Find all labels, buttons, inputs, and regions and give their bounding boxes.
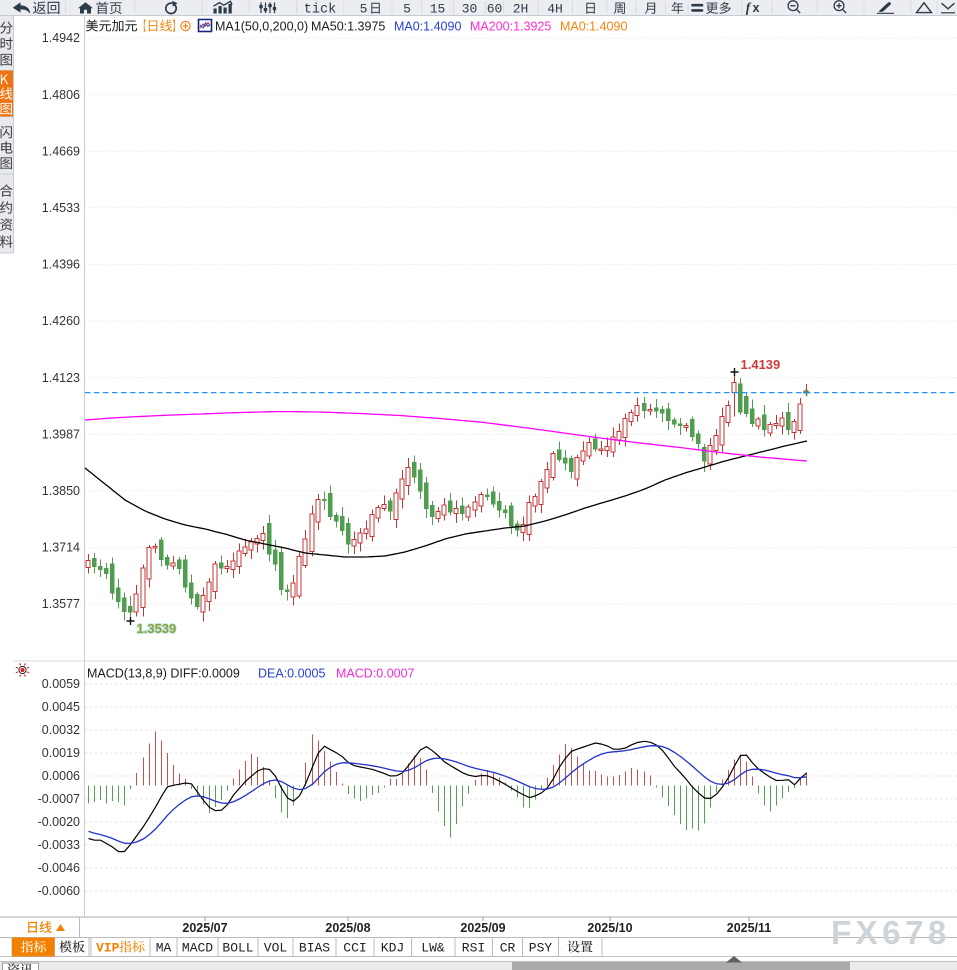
svg-text:1.4123: 1.4123 bbox=[42, 371, 80, 385]
svg-text:1.4139: 1.4139 bbox=[741, 357, 781, 372]
svg-text:1.4942: 1.4942 bbox=[42, 31, 80, 45]
svg-text:4H: 4H bbox=[547, 1, 563, 16]
svg-text:PSY: PSY bbox=[529, 941, 553, 956]
svg-text:0.0059: 0.0059 bbox=[42, 677, 80, 691]
svg-text:CCI: CCI bbox=[343, 941, 366, 956]
svg-text:VOL: VOL bbox=[264, 941, 287, 956]
svg-text:60: 60 bbox=[487, 1, 503, 16]
svg-text:FX678: FX678 bbox=[831, 914, 951, 951]
svg-text:2025/11: 2025/11 bbox=[727, 921, 772, 935]
svg-text:2H: 2H bbox=[513, 1, 529, 16]
svg-text:RSI: RSI bbox=[462, 941, 485, 956]
svg-text:5: 5 bbox=[403, 1, 411, 16]
svg-text:-0.0020: -0.0020 bbox=[38, 815, 80, 829]
svg-text:tick: tick bbox=[304, 2, 336, 17]
svg-text:MACD(13,8,9) DIFF:0.0009: MACD(13,8,9) DIFF:0.0009 bbox=[87, 667, 240, 681]
svg-text:0.0019: 0.0019 bbox=[42, 746, 80, 760]
svg-text:1.3850: 1.3850 bbox=[42, 484, 80, 498]
svg-text:MA0:1.4090: MA0:1.4090 bbox=[560, 20, 627, 34]
svg-text:VIP: VIP bbox=[96, 941, 120, 956]
svg-text:1.4260: 1.4260 bbox=[42, 314, 80, 328]
svg-text:MA1(50,0,200,0): MA1(50,0,200,0) bbox=[215, 20, 308, 34]
svg-text:1.4669: 1.4669 bbox=[42, 144, 80, 158]
svg-text:1.3577: 1.3577 bbox=[42, 597, 80, 611]
svg-text:CR: CR bbox=[500, 941, 516, 956]
svg-text:f: f bbox=[746, 0, 752, 15]
svg-text:2025/09: 2025/09 bbox=[460, 921, 505, 935]
svg-text:-0.0046: -0.0046 bbox=[38, 861, 80, 875]
svg-text:MA50:1.3975: MA50:1.3975 bbox=[311, 20, 385, 34]
svg-text:5: 5 bbox=[360, 1, 368, 16]
svg-text:2025/10: 2025/10 bbox=[587, 921, 632, 935]
svg-text:BIAS: BIAS bbox=[299, 941, 330, 956]
svg-text:0.0032: 0.0032 bbox=[42, 723, 80, 737]
svg-text:LW&: LW& bbox=[421, 941, 445, 956]
svg-text:0.0045: 0.0045 bbox=[42, 700, 80, 714]
svg-text:-0.0060: -0.0060 bbox=[38, 884, 80, 898]
svg-text:BOLL: BOLL bbox=[222, 941, 253, 956]
svg-text:MA0:1.4090: MA0:1.4090 bbox=[394, 20, 461, 34]
svg-text:1.4806: 1.4806 bbox=[42, 88, 80, 102]
svg-text:x: x bbox=[753, 1, 760, 15]
svg-text:MA: MA bbox=[156, 941, 172, 956]
svg-text:1.3987: 1.3987 bbox=[42, 427, 80, 441]
svg-text:-0.0007: -0.0007 bbox=[38, 792, 80, 806]
svg-text:MA200:1.3925: MA200:1.3925 bbox=[470, 20, 551, 34]
svg-text:-0.0033: -0.0033 bbox=[38, 838, 80, 852]
svg-text:2025/08: 2025/08 bbox=[325, 921, 370, 935]
svg-text:0.0006: 0.0006 bbox=[42, 769, 80, 783]
svg-text:DEA:0.0005: DEA:0.0005 bbox=[258, 667, 325, 681]
svg-text:1.3714: 1.3714 bbox=[42, 541, 80, 555]
svg-text:KDJ: KDJ bbox=[381, 941, 404, 956]
svg-text:MACD: MACD bbox=[182, 941, 213, 956]
svg-text:2025/07: 2025/07 bbox=[182, 921, 227, 935]
svg-text:1.3539: 1.3539 bbox=[137, 621, 177, 636]
svg-text:1.4533: 1.4533 bbox=[42, 201, 80, 215]
svg-text:15: 15 bbox=[430, 1, 446, 16]
svg-text:MACD:0.0007: MACD:0.0007 bbox=[336, 667, 415, 681]
svg-text:30: 30 bbox=[462, 1, 478, 16]
svg-text:1.4396: 1.4396 bbox=[42, 258, 80, 272]
